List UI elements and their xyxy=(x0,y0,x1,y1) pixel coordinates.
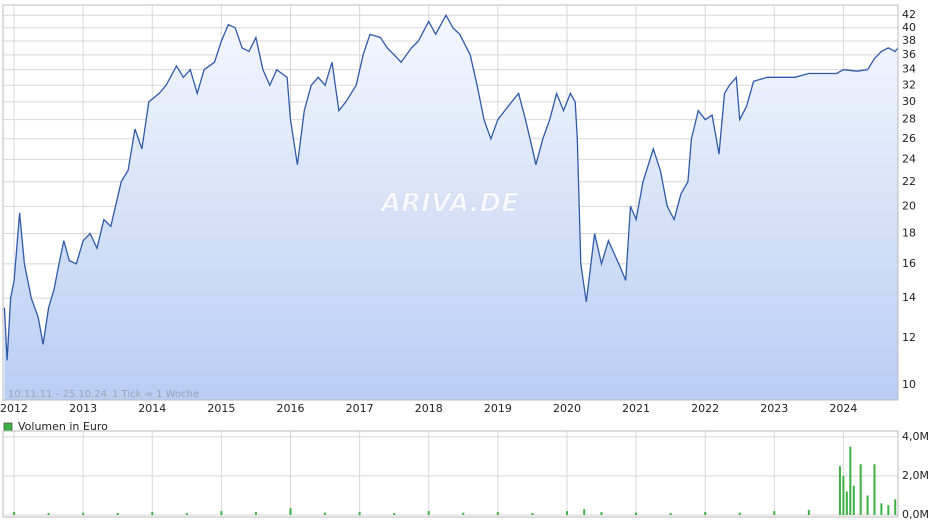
y-tick-label: 28 xyxy=(902,113,916,126)
y-tick-label: 20 xyxy=(902,199,916,212)
volume-bar xyxy=(838,466,841,515)
x-tick-label: 2023 xyxy=(760,402,788,415)
y-tick-label: 18 xyxy=(902,226,916,239)
plot-frame xyxy=(2,4,899,401)
area-fill xyxy=(4,15,898,400)
volume-bar xyxy=(531,513,534,515)
volume-bar xyxy=(845,491,848,515)
x-tick-label: 2022 xyxy=(691,402,719,415)
y-tick-label: 14 xyxy=(902,291,916,304)
y-tick-label: 16 xyxy=(902,257,916,270)
volume-bar xyxy=(583,509,586,515)
tick-note: 1 Tick = 1 Woche xyxy=(112,389,199,400)
volume-bar xyxy=(393,513,396,515)
y-tick-label: 4,0M xyxy=(902,430,929,443)
plot-frame xyxy=(2,430,899,518)
volume-bar xyxy=(842,475,845,515)
y-tick-label: 40 xyxy=(902,21,916,34)
y-tick-label: 42 xyxy=(902,8,916,21)
volume-bar xyxy=(704,512,707,515)
x-tick-label: 2016 xyxy=(277,402,305,415)
volume-bar xyxy=(887,505,890,515)
volume-bar xyxy=(427,511,430,515)
volume-bar xyxy=(47,513,50,515)
volume-bar xyxy=(849,446,852,515)
x-tick-label: 2012 xyxy=(0,402,28,415)
x-tick-label: 2017 xyxy=(346,402,374,415)
y-tick-label: 10 xyxy=(902,378,916,391)
x-tick-label: 2018 xyxy=(415,402,443,415)
volume-bar xyxy=(894,499,897,515)
volume-bar xyxy=(13,512,16,515)
volume-bar xyxy=(635,512,638,515)
volume-bar xyxy=(738,512,741,515)
x-tick-label: 2019 xyxy=(484,402,512,415)
volume-bar xyxy=(866,495,869,515)
volume-bar xyxy=(773,511,776,515)
volume-bar xyxy=(289,508,292,515)
legend-label: Volumen in Euro xyxy=(18,420,108,433)
volume-bar xyxy=(462,512,465,515)
volume-bar xyxy=(565,511,568,515)
volume-bar xyxy=(220,511,223,515)
volume-bar xyxy=(185,513,188,515)
volume-bar xyxy=(358,512,361,515)
y-tick-label: 2,0M xyxy=(902,469,929,482)
x-tick-label: 2021 xyxy=(622,402,650,415)
legend-swatch xyxy=(3,422,13,432)
date-range: 10.11.11 - 25.10.24 xyxy=(8,389,107,400)
volume-bar xyxy=(852,485,855,515)
x-tick-label: 2014 xyxy=(138,402,166,415)
volume-bar xyxy=(873,464,876,515)
y-tick-label: 22 xyxy=(902,175,916,188)
x-tick-label: 2013 xyxy=(69,402,97,415)
volume-bar xyxy=(600,512,603,515)
volume-bar xyxy=(151,512,154,515)
y-tick-label: 30 xyxy=(902,95,916,108)
x-tick-label: 2024 xyxy=(829,402,857,415)
volume-bar xyxy=(324,512,327,515)
watermark: ARIVA.DE xyxy=(379,189,519,219)
y-tick-label: 34 xyxy=(902,63,916,76)
x-tick-label: 2020 xyxy=(553,402,581,415)
volume-bar xyxy=(880,503,883,515)
volume-bar xyxy=(859,464,862,515)
y-tick-label: 38 xyxy=(902,34,916,47)
y-tick-label: 12 xyxy=(902,331,916,344)
y-tick-label: 36 xyxy=(902,48,916,61)
y-tick-label: 24 xyxy=(902,152,916,165)
y-tick-label: 0,0M xyxy=(902,508,929,521)
x-tick-label: 2015 xyxy=(207,402,235,415)
volume-bar xyxy=(116,513,119,515)
volume-background xyxy=(3,430,898,517)
volume-bar xyxy=(254,512,257,515)
y-tick-label: 26 xyxy=(902,132,916,145)
price-line xyxy=(3,13,899,361)
volume-bar xyxy=(82,512,85,515)
y-tick-label: 32 xyxy=(902,78,916,91)
volume-bar xyxy=(807,510,810,515)
volume-bar xyxy=(669,513,672,515)
volume-bar xyxy=(496,512,499,515)
